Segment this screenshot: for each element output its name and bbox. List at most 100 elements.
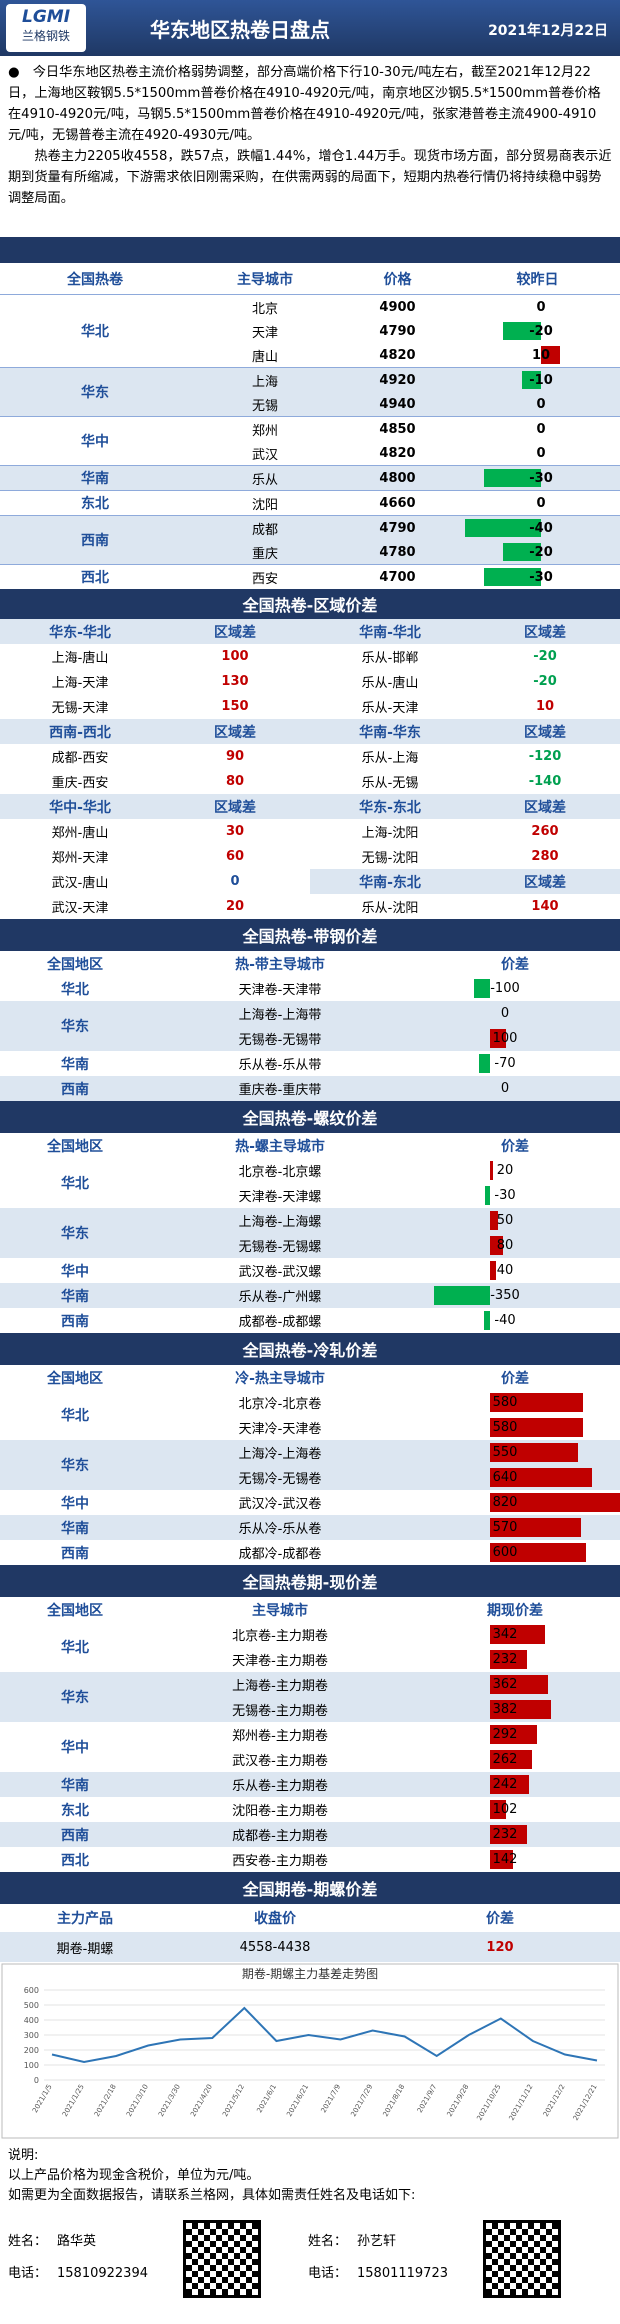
region-group: 西南 成都冷-成都卷 600: [0, 1540, 620, 1565]
value: -40: [494, 1313, 516, 1328]
column-header: 热-螺主导城市: [235, 1138, 325, 1155]
row: 成都-西安 90: [0, 744, 310, 769]
paragraph: 热卷主力2205收4558，跌57点，跌幅1.44%，增仓1.44万手。现货市场…: [8, 149, 612, 206]
group-header: 华中-华北 区域差: [0, 794, 310, 819]
group-header: 华南-东北 区域差: [310, 869, 620, 894]
region: 华南: [61, 1520, 89, 1537]
change: -30: [529, 569, 553, 585]
row: 无锡 4940 0: [0, 392, 620, 416]
row: 天津冷-天津卷 580: [0, 1415, 620, 1440]
pair-header: 华东-东北: [359, 799, 421, 816]
change: -10: [529, 372, 553, 388]
row: 无锡-沈阳 280: [310, 844, 620, 869]
row: 乐从卷-广州螺 -350: [0, 1283, 620, 1308]
paragraph: ● 今日华东地区热卷主流价格弱势调整，部分高端价格下行10-30元/吨左右，截至…: [8, 65, 601, 143]
region: 西北: [61, 1852, 89, 1869]
region-group: 华北 北京 4900 0 天津 4790 -20 唐山 4820 10: [0, 294, 620, 367]
change: 0: [536, 421, 546, 437]
value-bar: [490, 1650, 528, 1669]
pair: 乐从卷-乐从带: [238, 1058, 322, 1073]
section-title: 全国热卷期-现价差: [0, 1565, 620, 1597]
row: 郑州 4850 0: [0, 417, 620, 441]
row: 武汉-唐山 0: [0, 869, 310, 894]
value-bar: [490, 1675, 548, 1694]
region: 华东: [61, 1226, 89, 1242]
footer: 说明: 以上产品价格为现金含税价，单位为元/吨。 如需更为全面数据报告，请联系兰格网…: [0, 2140, 620, 2324]
row: 上海冷-上海卷 550: [0, 1440, 620, 1465]
region: 西北: [81, 570, 109, 586]
diff: -140: [528, 774, 562, 789]
label: 姓名：: [308, 2234, 348, 2249]
row: 沈阳卷-主力期卷 102: [0, 1797, 620, 1822]
value: 342: [492, 1627, 518, 1642]
row: 郑州-唐山 30: [0, 819, 310, 844]
value: -30: [494, 1188, 516, 1203]
row: 乐从-沈阳 140: [310, 894, 620, 919]
diff: 130: [221, 674, 249, 689]
change-bar: [484, 568, 541, 586]
value: -70: [494, 1056, 516, 1071]
change-bar: [503, 543, 541, 561]
region: 华中: [81, 434, 109, 450]
row: 北京 4900 0: [0, 295, 620, 319]
group-header: 华东-东北 区域差: [310, 794, 620, 819]
price: 4850: [379, 421, 416, 437]
section-title-text: 全国期卷-期螺价差: [242, 1880, 378, 1899]
value: -350: [490, 1288, 520, 1303]
price: 4790: [379, 520, 416, 536]
column-header: 冷-热主导城市: [235, 1370, 325, 1387]
value: 40: [496, 1263, 514, 1278]
pair-header: 华南-华北: [359, 624, 421, 641]
region: 华北: [81, 324, 109, 340]
diff: 0: [230, 874, 240, 889]
row: 北京卷-主力期卷 342: [0, 1622, 620, 1647]
contact: 姓名： 孙艺轩 电话： 15801119723: [308, 2220, 598, 2310]
title: 华东地区热卷日盘点: [150, 18, 330, 42]
y-tick-label: 600: [24, 1986, 39, 1995]
section-title: 全国热卷-区域价差: [0, 589, 620, 619]
table-header: 全国热卷 主导城市 价格 较昨日: [0, 263, 620, 294]
pair: 乐从-邯郸: [361, 651, 419, 666]
close: 4558-4438: [239, 1939, 311, 1955]
y-tick-label: 400: [24, 2016, 39, 2025]
region-group: 西北 西安 4700 -30: [0, 564, 620, 589]
region-group: 华北 北京卷-北京螺 20 天津卷-天津螺 -30: [0, 1158, 620, 1208]
row: 无锡卷-主力期卷 382: [0, 1697, 620, 1722]
value: 142: [492, 1852, 518, 1867]
value: 242: [492, 1777, 518, 1792]
pair: 乐从卷-主力期卷: [232, 1779, 328, 1794]
value-bar: [490, 1493, 620, 1512]
column-header: 主导城市: [252, 1602, 308, 1619]
row: 成都卷-主力期卷 232: [0, 1822, 620, 1847]
row: 北京卷-北京螺 20: [0, 1158, 620, 1183]
section-title-text: 全国热卷-区域价差: [242, 596, 378, 615]
section-title-text: 全国热卷-冷轧价差: [242, 1341, 378, 1360]
row: 武汉卷-武汉螺 40: [0, 1258, 620, 1283]
row: 西安 4700 -30: [0, 565, 620, 589]
column-header: 主导城市: [237, 271, 293, 288]
contact-name: 姓名： 路华英: [8, 2232, 96, 2252]
row: 西安卷-主力期卷 142: [0, 1847, 620, 1872]
diff-header: 区域差: [524, 624, 566, 641]
diff: 30: [225, 824, 245, 839]
change: 0: [536, 445, 546, 461]
blank-band: [0, 237, 620, 263]
change: -30: [529, 470, 553, 486]
city: 天津: [251, 325, 278, 341]
summary: ● 今日华东地区热卷主流价格弱势调整，部分高端价格下行10-30元/吨左右，截至…: [0, 56, 620, 237]
value: 580: [492, 1420, 518, 1435]
name: 孙艺轩: [357, 2234, 397, 2249]
diff: 90: [225, 749, 245, 764]
change-bar: [522, 371, 541, 389]
spread: 120: [486, 1939, 514, 1955]
table-header: 全国地区 主导城市 期现价差: [0, 1597, 620, 1622]
region-group: 华中 郑州卷-主力期卷 292 武汉卷-主力期卷 262: [0, 1722, 620, 1772]
pair: 上海冷-上海卷: [238, 1447, 322, 1462]
y-tick-label: 200: [24, 2046, 39, 2055]
region: 华南: [81, 471, 109, 487]
region: 华东: [81, 385, 109, 401]
diff: -20: [533, 649, 557, 664]
region: 华东: [61, 1690, 89, 1706]
value: 550: [492, 1445, 518, 1460]
logo-sub: 兰格钢铁: [21, 29, 70, 43]
